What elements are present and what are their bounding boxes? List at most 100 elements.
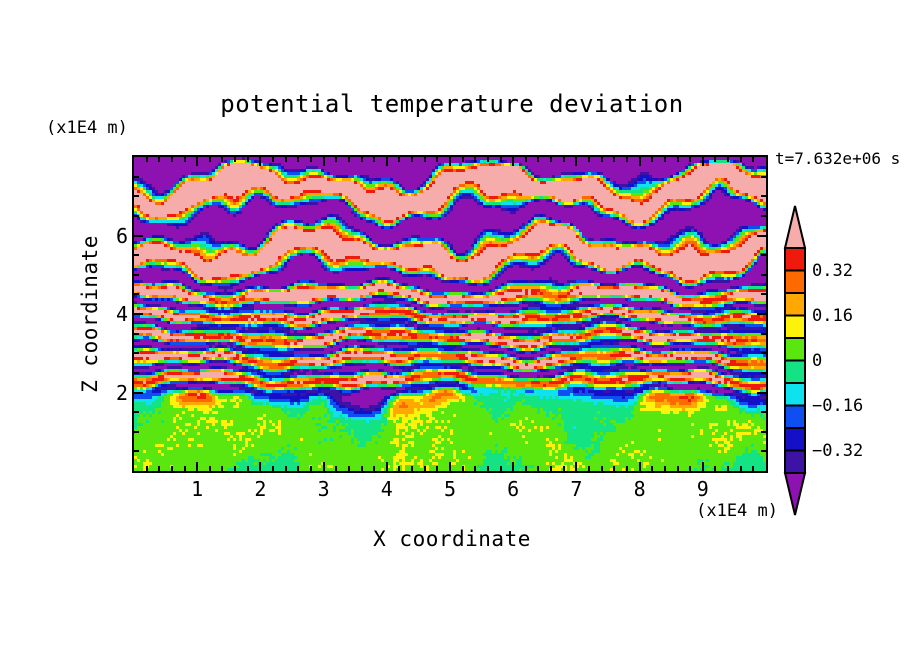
x-axis-minor-tick-top: [184, 157, 186, 162]
x-tick-label-8: 8: [633, 477, 646, 501]
x-axis-major-tick-top: [702, 157, 704, 166]
x-axis-major-tick: [702, 462, 704, 471]
y-axis-minor-tick-right: [761, 431, 766, 433]
x-axis-major-tick-top: [575, 157, 577, 166]
x-axis-minor-tick: [714, 466, 716, 471]
x-axis-minor-tick: [727, 466, 729, 471]
x-axis-minor-tick-top: [171, 157, 173, 162]
x-axis-minor-tick-top: [613, 157, 615, 162]
colorbar-segment: [784, 247, 806, 272]
x-axis-minor-tick-top: [588, 157, 590, 162]
x-axis-major-tick-top: [449, 157, 451, 166]
x-axis-minor-tick-top: [272, 157, 274, 162]
x-tick-label-9: 9: [696, 477, 709, 501]
x-axis-minor-tick: [209, 466, 211, 471]
x-axis-minor-tick: [297, 466, 299, 471]
x-axis-minor-tick-top: [727, 157, 729, 162]
x-axis-minor-tick-top: [601, 157, 603, 162]
colorbar-segment: [784, 404, 806, 429]
colorbar-segment: [784, 359, 806, 384]
x-axis-minor-tick-top: [411, 157, 413, 162]
y-axis-minor-tick: [134, 352, 139, 354]
y-axis-major-tick: [134, 313, 143, 315]
x-axis-major-tick-top: [512, 157, 514, 166]
colorbar-segment: [784, 292, 806, 317]
x-axis-minor-tick-top: [335, 157, 337, 162]
x-axis-minor-tick: [487, 466, 489, 471]
x-axis-major-tick-top: [386, 157, 388, 166]
x-axis-minor-tick: [525, 466, 527, 471]
x-axis-minor-tick-top: [550, 157, 552, 162]
y-axis-minor-tick: [134, 372, 139, 374]
y-axis-minor-tick-right: [761, 450, 766, 452]
y-tick-label-4: 4: [115, 302, 128, 326]
x-axis-minor-tick-top: [221, 157, 223, 162]
x-axis-minor-tick: [424, 466, 426, 471]
x-axis-minor-tick-top: [689, 157, 691, 162]
x-axis-minor-tick-top: [677, 157, 679, 162]
y-axis-major-tick-right: [757, 392, 766, 394]
y-axis-major-tick-right: [757, 235, 766, 237]
y-axis-major-tick: [134, 235, 143, 237]
x-axis-minor-tick-top: [361, 157, 363, 162]
x-axis-minor-tick: [171, 466, 173, 471]
x-axis-minor-tick: [689, 466, 691, 471]
x-axis-minor-tick-top: [209, 157, 211, 162]
y-axis-minor-tick-right: [761, 215, 766, 217]
colorbar-label-−0.32: −0.32: [812, 440, 864, 461]
x-axis-major-tick: [196, 462, 198, 471]
x-axis-title: X coordinate: [373, 527, 531, 551]
x-axis-minor-tick-top: [525, 157, 527, 162]
x-tick-label-6: 6: [507, 477, 520, 501]
y-axis-minor-tick: [134, 254, 139, 256]
x-axis-major-tick: [639, 462, 641, 471]
colorbar-segment: [784, 269, 806, 294]
x-axis-minor-tick: [537, 466, 539, 471]
x-axis-minor-tick-top: [740, 157, 742, 162]
y-axis-minor-tick-right: [761, 293, 766, 295]
x-tick-label-2: 2: [254, 477, 267, 501]
y-axis-major-tick-right: [757, 313, 766, 315]
x-axis-minor-tick: [361, 466, 363, 471]
x-axis-minor-tick: [740, 466, 742, 471]
x-axis-minor-tick: [550, 466, 552, 471]
y-axis-major-tick: [134, 392, 143, 394]
colorbar-segment: [784, 337, 806, 362]
x-axis-minor-tick-top: [474, 157, 476, 162]
y-axis-minor-tick: [134, 274, 139, 276]
x-tick-label-1: 1: [191, 477, 204, 501]
x-axis-minor-tick: [310, 466, 312, 471]
colorbar-under-arrow: [783, 472, 807, 516]
x-axis-minor-tick-top: [500, 157, 502, 162]
x-axis-minor-tick: [184, 466, 186, 471]
x-axis-minor-tick-top: [234, 157, 236, 162]
x-axis-minor-tick-top: [158, 157, 160, 162]
x-axis-major-tick: [259, 462, 261, 471]
colorbar-segment: [784, 314, 806, 339]
x-axis-minor-tick: [348, 466, 350, 471]
x-axis-minor-tick-top: [626, 157, 628, 162]
x-tick-label-4: 4: [380, 477, 393, 501]
colorbar-label-0: 0: [812, 350, 823, 371]
x-axis-minor-tick-top: [247, 157, 249, 162]
x-axis-minor-tick: [500, 466, 502, 471]
x-axis-major-tick: [323, 462, 325, 471]
x-axis-minor-tick-top: [348, 157, 350, 162]
x-axis-minor-tick: [285, 466, 287, 471]
colorbar-segment: [784, 427, 806, 452]
y-axis-minor-tick-right: [761, 254, 766, 256]
y-tick-label-2: 2: [115, 380, 128, 405]
x-axis-minor-tick-top: [462, 157, 464, 162]
x-axis-minor-tick-top: [664, 157, 666, 162]
x-axis-minor-tick: [563, 466, 565, 471]
x-axis-minor-tick-top: [714, 157, 716, 162]
x-tick-label-5: 5: [443, 477, 457, 501]
x-axis-minor-tick: [462, 466, 464, 471]
x-axis-minor-tick-top: [285, 157, 287, 162]
x-axis-major-tick-top: [259, 157, 261, 166]
contour-field-canvas: [134, 157, 766, 471]
y-axis-title: Z coordinate: [78, 235, 102, 393]
x-axis-minor-tick: [247, 466, 249, 471]
x-axis-minor-tick: [474, 466, 476, 471]
x-axis-minor-tick-top: [146, 157, 148, 162]
